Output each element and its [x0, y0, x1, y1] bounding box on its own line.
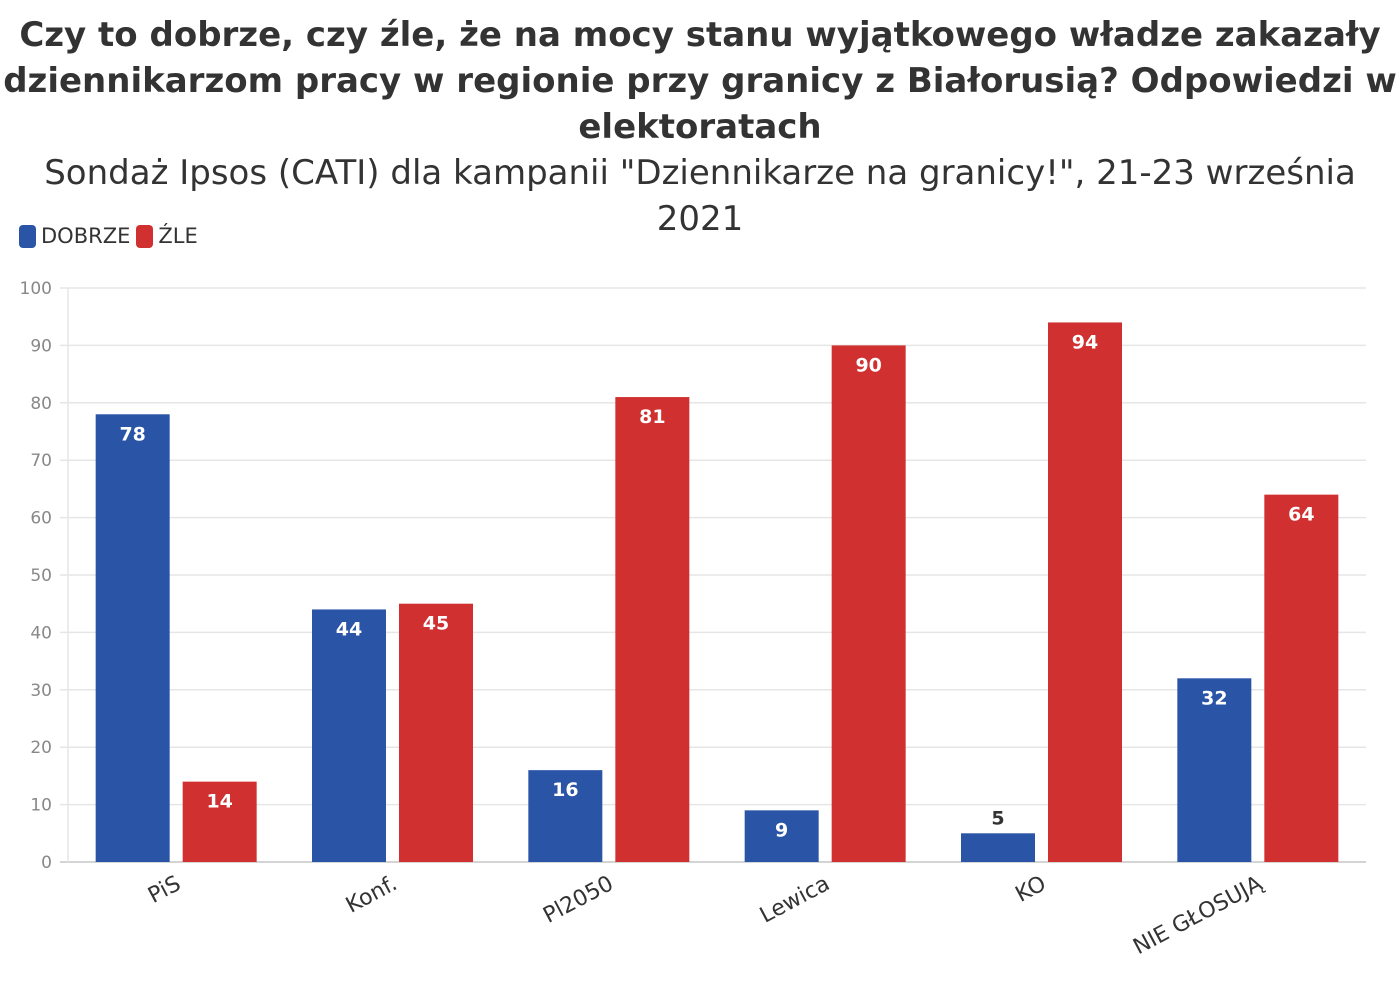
y-tick-label: 60: [30, 509, 52, 529]
legend-swatch-dobrze: [19, 224, 36, 248]
data-label-dobrze: 9: [775, 819, 788, 841]
legend-item-dobrze[interactable]: DOBRZE: [19, 224, 130, 248]
y-tick-label: 80: [30, 394, 52, 414]
bar-dobrze-4[interactable]: [961, 833, 1035, 862]
data-label-zle: 64: [1288, 504, 1314, 526]
y-tick-label: 0: [41, 853, 52, 873]
y-tick-label: 70: [30, 451, 52, 471]
legend-swatch-zle: [136, 224, 154, 248]
chart-subtitle: Sondaż Ipsos (CATI) dla kampanii "Dzienn…: [44, 153, 1356, 239]
bar-zle-0[interactable]: [182, 781, 257, 862]
x-tick-label: NIE GŁOSUJĄ: [1129, 871, 1267, 960]
data-label-zle: 94: [1072, 331, 1098, 353]
bar-zle-3[interactable]: [831, 345, 906, 862]
bar-dobrze-0[interactable]: [95, 414, 170, 862]
chart-title: Czy to dobrze, czy źle, że na mocy stanu…: [0, 12, 1400, 150]
chart-title-line-3: elektoratach: [578, 107, 822, 147]
data-label-zle: 14: [206, 791, 232, 813]
x-tick-label: PiS: [144, 871, 185, 909]
y-tick-label: 100: [20, 279, 52, 299]
legend-item-zle[interactable]: ŹLE: [136, 224, 198, 248]
y-tick-label: 40: [30, 623, 52, 643]
x-tick-label: Konf.: [342, 871, 401, 918]
bar-dobrze-2[interactable]: [528, 770, 603, 862]
data-label-zle: 81: [639, 406, 665, 428]
x-tick-label: Lewica: [756, 871, 834, 928]
bar-dobrze-5[interactable]: [1177, 678, 1252, 862]
data-label-dobrze: 5: [991, 807, 1004, 829]
y-tick-label: 50: [30, 566, 52, 586]
legend-label-zle: ŹLE: [158, 224, 198, 248]
chart-title-line-1: Czy to dobrze, czy źle, że na mocy stanu…: [19, 15, 1381, 55]
data-label-zle: 45: [423, 613, 449, 635]
data-label-dobrze: 32: [1201, 687, 1227, 709]
data-label-zle: 90: [855, 354, 881, 376]
bar-zle-5[interactable]: [1264, 494, 1339, 862]
bar-dobrze-3[interactable]: [744, 810, 819, 862]
x-tick-label: Pl2050: [539, 871, 617, 928]
y-tick-label: 90: [30, 336, 52, 356]
bar-zle-4[interactable]: [1048, 322, 1122, 862]
y-tick-label: 10: [30, 796, 52, 816]
y-tick-label: 30: [30, 681, 52, 701]
bar-dobrze-1[interactable]: [312, 609, 386, 862]
x-tick-label: KO: [1012, 871, 1051, 907]
bar-zle-2[interactable]: [615, 397, 690, 862]
chart-legend: DOBRZE ŹLE: [19, 222, 204, 250]
y-tick-label: 20: [30, 738, 52, 758]
data-label-dobrze: 44: [336, 618, 362, 640]
data-label-dobrze: 78: [119, 423, 145, 445]
bar-zle-1[interactable]: [399, 603, 473, 862]
legend-label-dobrze: DOBRZE: [41, 224, 131, 248]
chart-title-line-2: dziennikarzom pracy w regionie przy gran…: [3, 61, 1397, 101]
data-label-dobrze: 16: [552, 779, 578, 801]
